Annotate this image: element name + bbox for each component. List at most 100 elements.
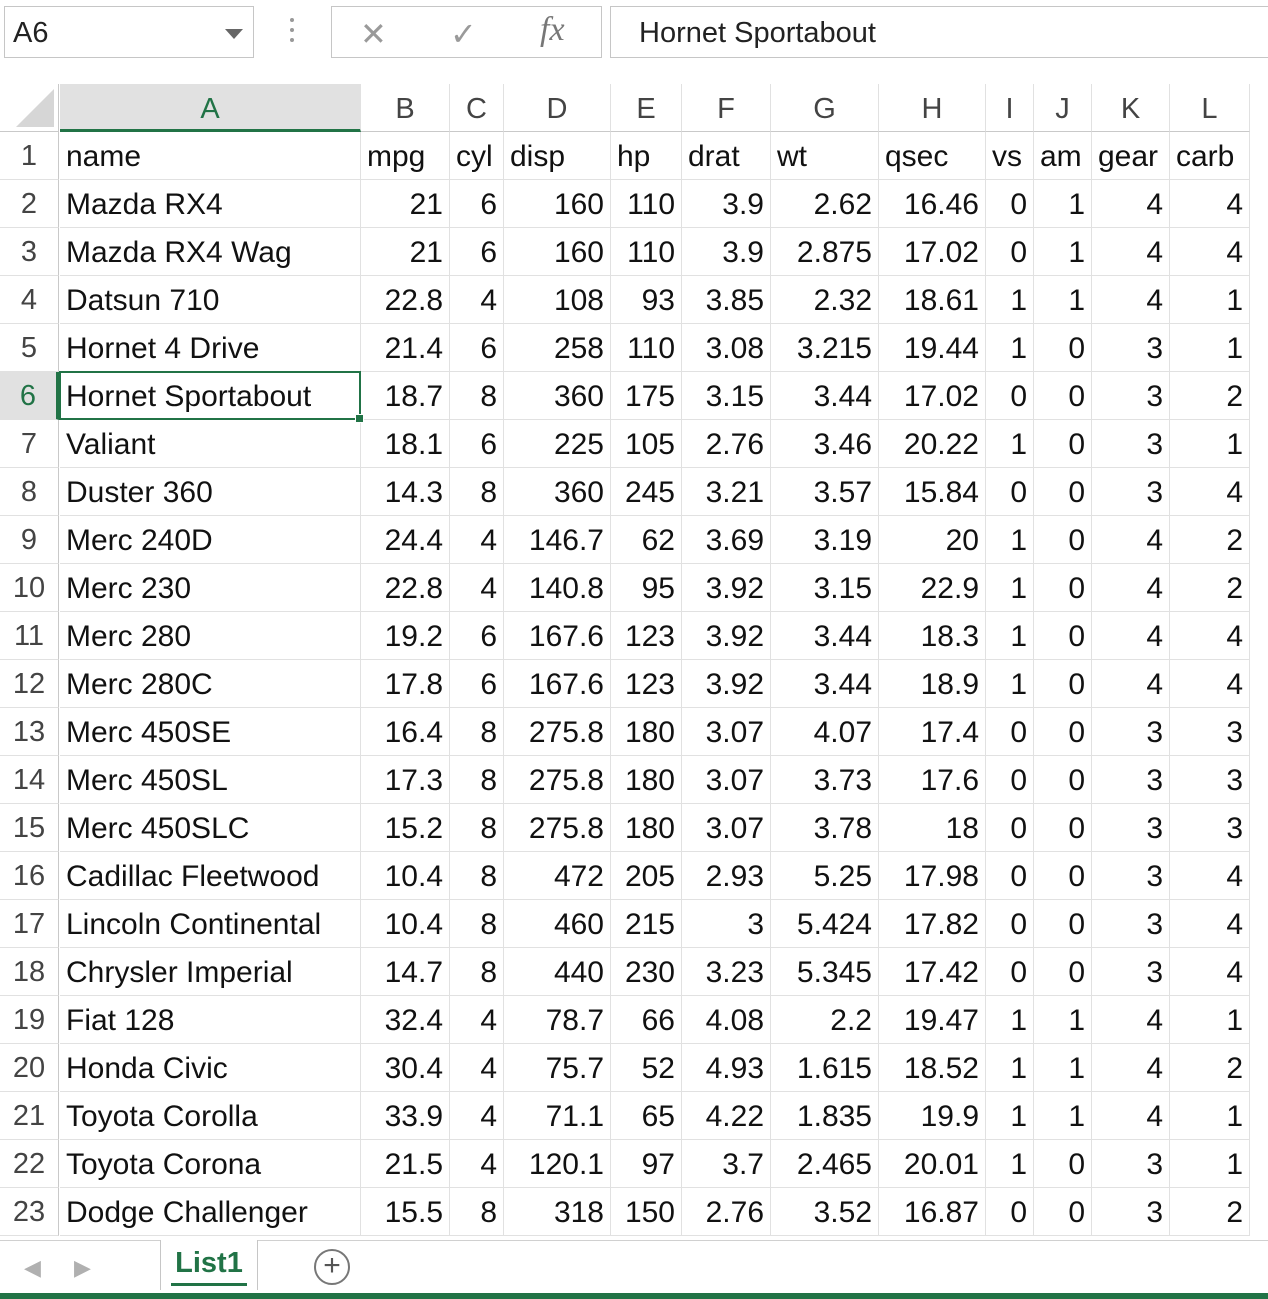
table-cell[interactable]: 65	[611, 1092, 682, 1140]
table-cell[interactable]: 1	[1170, 420, 1250, 468]
formula-input[interactable]: Hornet Sportabout	[610, 6, 1268, 58]
table-cell[interactable]: 24.4	[361, 516, 450, 564]
table-cell[interactable]: 0	[1034, 756, 1092, 804]
table-cell[interactable]: 2.2	[771, 996, 879, 1044]
row-header-13[interactable]: 13	[0, 708, 59, 756]
table-cell[interactable]: 15.84	[879, 468, 986, 516]
row-header-6[interactable]: 6	[0, 372, 59, 420]
table-cell[interactable]: 4	[1092, 1092, 1170, 1140]
table-cell[interactable]: 1	[1034, 996, 1092, 1044]
row-header-18[interactable]: 18	[0, 948, 59, 996]
table-cell[interactable]: 3	[1092, 948, 1170, 996]
table-cell[interactable]: 0	[1034, 1188, 1092, 1236]
table-cell[interactable]: 3.44	[771, 372, 879, 420]
row-header-15[interactable]: 15	[0, 804, 59, 852]
column-header-j[interactable]: J	[1034, 84, 1092, 132]
cancel-icon[interactable]: ✕	[360, 16, 387, 52]
table-cell[interactable]: 4	[1092, 612, 1170, 660]
column-header-f[interactable]: F	[682, 84, 771, 132]
header-cell[interactable]: hp	[611, 132, 682, 180]
table-cell[interactable]: 0	[1034, 1140, 1092, 1188]
table-cell[interactable]: 5.25	[771, 852, 879, 900]
table-cell[interactable]: 3.7	[682, 1140, 771, 1188]
row-header-23[interactable]: 23	[0, 1188, 59, 1236]
table-cell[interactable]: 1.835	[771, 1092, 879, 1140]
table-cell[interactable]: 2.32	[771, 276, 879, 324]
table-cell[interactable]: 3	[1092, 1188, 1170, 1236]
table-cell[interactable]: 275.8	[504, 708, 611, 756]
table-cell[interactable]: Merc 450SLC	[60, 804, 361, 852]
table-cell[interactable]: 8	[450, 468, 504, 516]
table-cell[interactable]: 1	[986, 1140, 1034, 1188]
table-cell[interactable]: 20.01	[879, 1140, 986, 1188]
table-cell[interactable]: 17.82	[879, 900, 986, 948]
row-header-3[interactable]: 3	[0, 228, 59, 276]
table-cell[interactable]: 4	[1170, 180, 1250, 228]
table-cell[interactable]: 17.42	[879, 948, 986, 996]
table-cell[interactable]: 17.4	[879, 708, 986, 756]
table-cell[interactable]: 4	[450, 996, 504, 1044]
table-cell[interactable]: 1	[986, 612, 1034, 660]
table-cell[interactable]: 0	[986, 900, 1034, 948]
table-cell[interactable]: 4	[450, 1092, 504, 1140]
header-cell[interactable]: drat	[682, 132, 771, 180]
row-header-16[interactable]: 16	[0, 852, 59, 900]
table-cell[interactable]: 19.9	[879, 1092, 986, 1140]
table-cell[interactable]: 275.8	[504, 804, 611, 852]
column-header-b[interactable]: B	[361, 84, 450, 132]
table-cell[interactable]: Valiant	[60, 420, 361, 468]
table-cell[interactable]: 16.87	[879, 1188, 986, 1236]
table-cell[interactable]: 4	[450, 1140, 504, 1188]
table-cell[interactable]: 1	[1034, 1044, 1092, 1092]
header-cell[interactable]: cyl	[450, 132, 504, 180]
row-header-20[interactable]: 20	[0, 1044, 59, 1092]
select-all-button[interactable]	[0, 84, 59, 132]
table-cell[interactable]: 0	[1034, 468, 1092, 516]
table-cell[interactable]: 17.02	[879, 372, 986, 420]
table-cell[interactable]: 95	[611, 564, 682, 612]
table-cell[interactable]: 2	[1170, 1188, 1250, 1236]
table-cell[interactable]: 0	[986, 852, 1034, 900]
table-cell[interactable]: 4	[1092, 1044, 1170, 1092]
table-cell[interactable]: 1	[986, 324, 1034, 372]
table-cell[interactable]: 4	[1170, 948, 1250, 996]
table-cell[interactable]: 1	[1034, 180, 1092, 228]
table-cell[interactable]: Toyota Corolla	[60, 1092, 361, 1140]
table-cell[interactable]: 167.6	[504, 612, 611, 660]
column-header-i[interactable]: I	[986, 84, 1034, 132]
table-cell[interactable]: 18.61	[879, 276, 986, 324]
table-cell[interactable]: 4.07	[771, 708, 879, 756]
enter-icon[interactable]: ✓	[450, 16, 477, 52]
table-cell[interactable]: 3.52	[771, 1188, 879, 1236]
table-cell[interactable]: 4	[1092, 564, 1170, 612]
table-cell[interactable]: 4.22	[682, 1092, 771, 1140]
table-cell[interactable]: 1	[986, 660, 1034, 708]
table-cell[interactable]: 17.8	[361, 660, 450, 708]
table-cell[interactable]: 4	[450, 276, 504, 324]
table-cell[interactable]: 2	[1170, 564, 1250, 612]
table-cell[interactable]: 1	[1034, 228, 1092, 276]
table-cell[interactable]: 1	[986, 564, 1034, 612]
table-cell[interactable]: 0	[1034, 804, 1092, 852]
row-header-10[interactable]: 10	[0, 564, 59, 612]
table-cell[interactable]: 8	[450, 1188, 504, 1236]
scroll-tabs-right-icon[interactable]: ▶	[74, 1255, 91, 1280]
table-cell[interactable]: 14.3	[361, 468, 450, 516]
table-cell[interactable]: 0	[1034, 852, 1092, 900]
table-cell[interactable]: Mazda RX4	[60, 180, 361, 228]
table-cell[interactable]: Fiat 128	[60, 996, 361, 1044]
table-cell[interactable]: 97	[611, 1140, 682, 1188]
table-cell[interactable]: 3.19	[771, 516, 879, 564]
table-cell[interactable]: 21.5	[361, 1140, 450, 1188]
table-cell[interactable]: 19.44	[879, 324, 986, 372]
table-cell[interactable]: Merc 280C	[60, 660, 361, 708]
table-cell[interactable]: 3.69	[682, 516, 771, 564]
table-cell[interactable]: 66	[611, 996, 682, 1044]
table-cell[interactable]: 0	[986, 372, 1034, 420]
table-cell[interactable]: 4	[1170, 468, 1250, 516]
table-cell[interactable]: 0	[1034, 660, 1092, 708]
table-cell[interactable]: 3.9	[682, 228, 771, 276]
table-cell[interactable]: 10.4	[361, 852, 450, 900]
table-cell[interactable]: 180	[611, 804, 682, 852]
table-cell[interactable]: 150	[611, 1188, 682, 1236]
